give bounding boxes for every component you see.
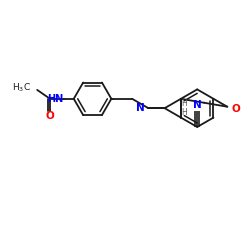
Text: O: O	[46, 110, 54, 120]
Text: N: N	[136, 103, 144, 113]
Text: N: N	[193, 100, 202, 110]
Text: H: H	[181, 108, 187, 117]
Text: O: O	[231, 104, 240, 114]
Text: H$_3$C: H$_3$C	[12, 82, 31, 94]
Text: H: H	[181, 99, 187, 108]
Text: HN: HN	[47, 94, 63, 104]
